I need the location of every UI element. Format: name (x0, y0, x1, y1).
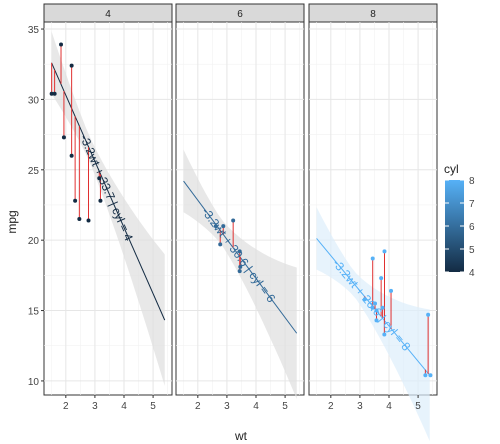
facet-strip-label: 6 (237, 9, 243, 20)
data-point (86, 218, 91, 223)
x-tick-label: 5 (150, 401, 156, 412)
data-point (370, 305, 375, 310)
data-point (61, 135, 66, 140)
x-tick-label: 2 (63, 401, 69, 412)
regression-line (51, 62, 166, 321)
data-point (69, 153, 74, 158)
facet-strip-label: 4 (105, 9, 111, 20)
data-point (221, 224, 226, 229)
x-tick-label: 5 (282, 401, 288, 412)
data-point (98, 198, 103, 203)
data-point (373, 301, 378, 306)
data-point (374, 318, 379, 323)
confidence-band (316, 207, 430, 442)
x-tick-label: 3 (92, 401, 98, 412)
facet-panel-4: 4-3.2wt + 33.7 | cyl = 42 3 4 5 (43, 3, 173, 412)
data-point (362, 297, 367, 302)
data-point (382, 249, 387, 254)
facet-panel-8: 8-3.2wt + 26.6 | cyl = 82 3 4 5 (308, 3, 438, 442)
x-tick-label: 2 (195, 401, 201, 412)
data-point (218, 242, 223, 247)
data-point (389, 288, 394, 293)
y-axis-label: mpg (5, 210, 19, 233)
data-point (73, 198, 78, 203)
data-point (382, 332, 387, 337)
data-point (52, 91, 57, 96)
confidence-band (51, 31, 165, 386)
confidence-band (183, 149, 297, 399)
data-point (231, 218, 236, 223)
data-point (77, 217, 82, 222)
x-tick-label: 4 (253, 401, 259, 412)
data-point (69, 63, 74, 68)
color-legend: cyl 4 5 6 7 8 (444, 162, 475, 279)
legend-tick-label: 8 (469, 176, 475, 187)
data-point (237, 269, 242, 274)
legend-tick-label: 5 (469, 245, 475, 256)
y-tick-label: 20 (28, 236, 40, 247)
facet-panel-6: 6-3.2wt + 30.6 | cyl = 62 3 4 5 (175, 3, 305, 412)
data-point (213, 224, 218, 229)
legend-tick-label: 4 (469, 268, 475, 279)
data-point (97, 176, 102, 181)
data-point (370, 256, 375, 261)
x-tick-label: 4 (121, 401, 127, 412)
data-point (49, 91, 54, 96)
x-tick-label: 2 (328, 401, 334, 412)
legend-tick-label: 7 (469, 199, 475, 210)
data-point (428, 373, 433, 378)
data-point (426, 312, 431, 317)
y-tick-label: 35 (28, 25, 40, 36)
facet-strip-label: 8 (370, 9, 376, 20)
x-tick-label: 3 (357, 401, 363, 412)
y-tick-label: 15 (28, 307, 40, 318)
x-tick-label: 4 (386, 401, 392, 412)
legend-colorbar (445, 180, 464, 272)
legend-title: cyl (444, 162, 459, 176)
data-point (380, 305, 385, 310)
data-point (237, 249, 242, 254)
y-tick-label: 10 (28, 377, 40, 388)
legend-tick-label: 6 (469, 222, 475, 233)
data-point (374, 308, 379, 313)
data-point (59, 42, 64, 47)
facet-panels: 4-3.2wt + 33.7 | cyl = 42 3 4 56-3.2wt + 30… (43, 3, 438, 442)
x-tick-label: 3 (224, 401, 230, 412)
x-tick-label: 5 (415, 401, 421, 412)
data-point (423, 373, 428, 378)
data-point (379, 276, 384, 281)
y-tick-label: 30 (28, 95, 40, 106)
y-tick-label: 25 (28, 166, 40, 177)
x-axis-label: wt (234, 429, 248, 443)
data-point (238, 264, 243, 269)
